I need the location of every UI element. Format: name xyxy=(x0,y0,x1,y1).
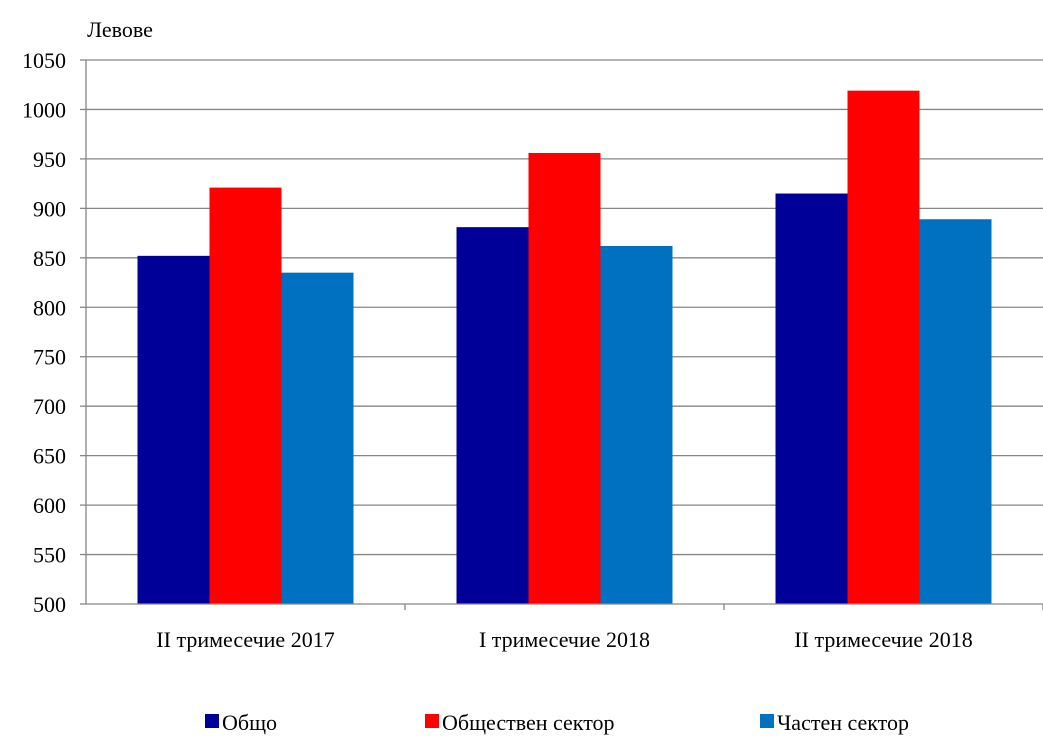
bar xyxy=(456,227,529,604)
x-tick-label: II тримесечие 2018 xyxy=(794,627,972,652)
y-tick-label: 850 xyxy=(33,246,66,271)
bar xyxy=(919,219,992,604)
bar xyxy=(775,193,848,604)
y-tick-label: 950 xyxy=(33,147,66,172)
legend-label: Обществен сектор xyxy=(442,710,615,735)
y-tick-label: 700 xyxy=(33,394,66,419)
legend-label: Частен сектор xyxy=(777,710,909,735)
y-tick-label: 900 xyxy=(33,196,66,221)
y-tick-label: 1000 xyxy=(22,97,66,122)
legend-swatch xyxy=(760,714,774,728)
legend-swatch xyxy=(205,714,219,728)
bar xyxy=(847,90,920,605)
y-tick-labels: 500 550 600 650 700 750 800 850 900 950 1000 1050 xyxy=(22,48,66,617)
x-tick-label: I тримесечие 2018 xyxy=(479,627,650,652)
axes xyxy=(80,59,1043,610)
y-tick-label: 750 xyxy=(33,345,66,370)
y-tick-label: 650 xyxy=(33,444,66,469)
y-axis-label: Левове xyxy=(87,17,153,42)
bar xyxy=(600,245,673,604)
y-tick-label: 500 xyxy=(33,592,66,617)
bar xyxy=(137,255,210,604)
legend-label: Общо xyxy=(222,710,277,735)
bar xyxy=(209,187,282,605)
x-tick-labels: II тримесечие 2017 I тримесечие 2018 II тр… xyxy=(156,627,972,652)
bar xyxy=(281,272,354,604)
legend: Общо Обществен сектор Частен сектор xyxy=(205,710,909,735)
y-tick-label: 800 xyxy=(33,295,66,320)
y-tick-label: 600 xyxy=(33,493,66,518)
x-tick-label: II тримесечие 2017 xyxy=(156,627,334,652)
y-tick-label: 1050 xyxy=(22,48,66,73)
y-tick-label: 550 xyxy=(33,543,66,568)
legend-swatch xyxy=(425,714,439,728)
bars xyxy=(137,90,992,605)
bar xyxy=(528,152,601,604)
